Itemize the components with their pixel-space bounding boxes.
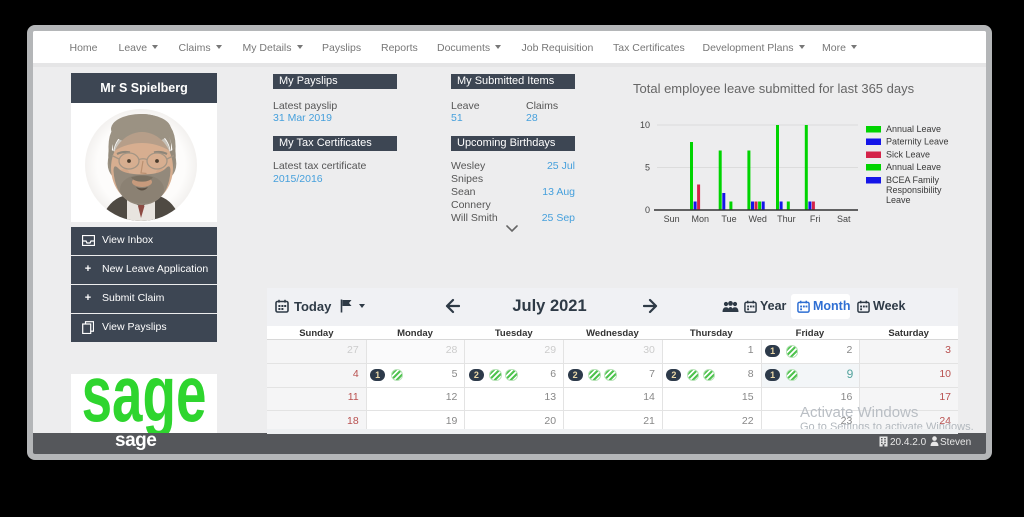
svg-text:10: 10 <box>640 120 650 130</box>
svg-text:Sun: Sun <box>664 214 680 224</box>
svg-text:sage: sage <box>82 374 207 434</box>
svg-text:5: 5 <box>645 163 650 173</box>
svg-text:Mon: Mon <box>692 214 710 224</box>
svg-text:Tue: Tue <box>721 214 736 224</box>
svg-text:0: 0 <box>645 205 650 215</box>
svg-text:Sick Leave: Sick Leave <box>886 150 930 160</box>
svg-text:Annual Leave: Annual Leave <box>886 124 941 134</box>
svg-text:BCEA Family: BCEA Family <box>886 175 940 185</box>
svg-text:Paternity Leave: Paternity Leave <box>886 137 949 147</box>
svg-text:Annual Leave: Annual Leave <box>886 162 941 172</box>
svg-text:Fri: Fri <box>810 214 821 224</box>
svg-text:Thur: Thur <box>777 214 796 224</box>
svg-text:Leave: Leave <box>886 195 911 205</box>
svg-text:Sat: Sat <box>837 214 851 224</box>
svg-text:Wed: Wed <box>749 214 767 224</box>
svg-text:Responsibility: Responsibility <box>886 185 942 195</box>
